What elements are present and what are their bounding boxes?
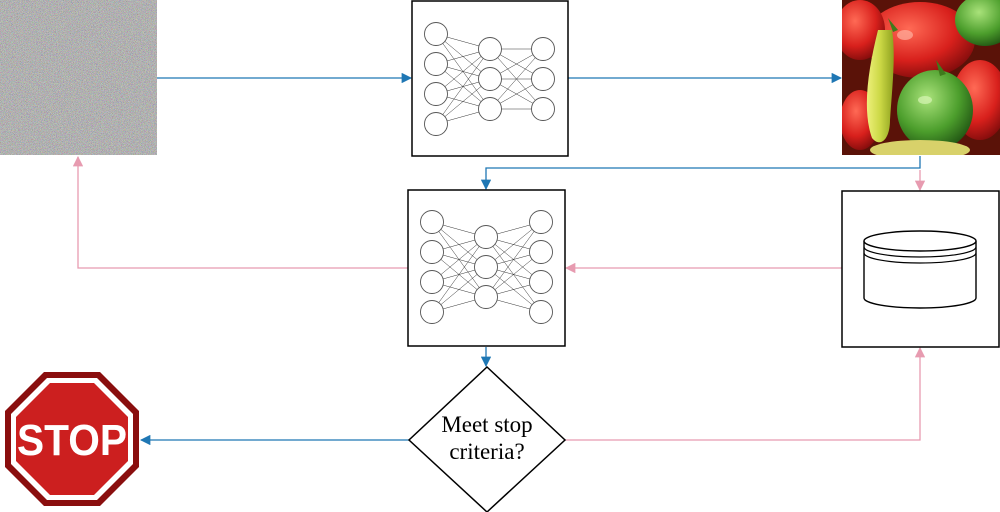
- network-neuron: [530, 301, 553, 324]
- stop-sign-label: STOP: [17, 416, 127, 465]
- network-neuron: [421, 211, 444, 234]
- network-neuron: [479, 98, 502, 121]
- decision-line-2: criteria?: [449, 439, 524, 464]
- noise-input-image: [0, 0, 157, 155]
- stop-decision: Meet stop criteria?: [409, 367, 565, 512]
- network-neuron: [530, 211, 553, 234]
- dataset-database: [842, 191, 999, 347]
- network-neuron: [421, 301, 444, 324]
- network-neuron: [475, 256, 498, 279]
- stop-sign: STOP: [5, 372, 139, 506]
- generated-peppers-image: [835, 0, 1000, 160]
- network-neuron: [475, 286, 498, 309]
- network-neuron: [425, 113, 448, 136]
- network-neuron: [425, 23, 448, 46]
- arrow-decision-to-database: [565, 348, 920, 440]
- arrow-image-to-network: [486, 156, 920, 189]
- network-neuron: [532, 68, 555, 91]
- network-neuron: [421, 241, 444, 264]
- arrow-network-to-noise: [78, 157, 408, 268]
- network-neuron: [421, 271, 444, 294]
- network-neuron: [532, 98, 555, 121]
- network-neuron: [530, 241, 553, 264]
- network-neuron: [530, 271, 553, 294]
- network-neuron: [479, 38, 502, 61]
- network-neuron: [425, 83, 448, 106]
- generator-network: [412, 1, 568, 156]
- network-neuron: [475, 226, 498, 249]
- feedback-network: [408, 190, 565, 346]
- database-icon: [864, 231, 976, 308]
- decision-line-1: Meet stop: [441, 412, 532, 437]
- network-neuron: [532, 38, 555, 61]
- network-neuron: [479, 68, 502, 91]
- network-neuron: [425, 53, 448, 76]
